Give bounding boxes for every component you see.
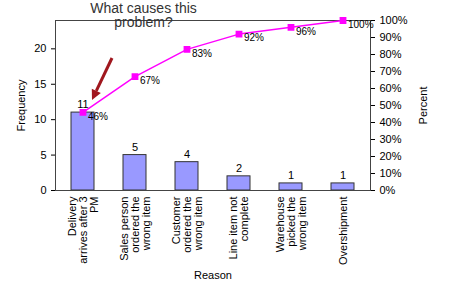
svg-text:1: 1 [340,169,346,181]
svg-text:Frequency: Frequency [15,79,27,131]
svg-text:20%: 20% [380,150,402,162]
svg-text:What causes thisproblem?: What causes thisproblem? [90,0,197,30]
svg-text:80%: 80% [380,48,402,60]
svg-text:Line item notcomplete: Line item notcomplete [227,197,250,260]
svg-text:67%: 67% [140,75,160,86]
svg-text:15: 15 [34,78,46,90]
svg-text:70%: 70% [380,65,402,77]
svg-text:Overshipment: Overshipment [337,197,349,265]
svg-text:50%: 50% [380,99,402,111]
svg-text:2: 2 [236,162,242,174]
svg-text:Reason: Reason [194,269,232,281]
svg-text:100%: 100% [380,14,408,26]
svg-text:10: 10 [34,113,46,125]
svg-text:1: 1 [288,169,294,181]
svg-text:92%: 92% [244,32,264,43]
svg-text:46%: 46% [88,111,108,122]
svg-text:90%: 90% [380,31,402,43]
svg-text:83%: 83% [192,48,212,59]
svg-text:60%: 60% [380,82,402,94]
svg-text:Customerordered thewrong item: Customerordered thewrong item [170,196,204,253]
svg-text:40%: 40% [380,116,402,128]
svg-text:96%: 96% [296,26,316,37]
svg-text:5: 5 [132,141,138,153]
svg-text:Warehousepicked thewrong item: Warehousepicked thewrong item [274,197,308,253]
svg-text:Deliveryarrives after 3PM: Deliveryarrives after 3PM [66,196,100,264]
svg-text:30%: 30% [380,133,402,145]
svg-text:5: 5 [40,149,46,161]
svg-text:Percent: Percent [417,87,429,125]
svg-text:0%: 0% [380,184,396,196]
svg-text:Sales personordered thewrong i: Sales personordered thewrong item [118,197,152,261]
svg-text:20: 20 [34,42,46,54]
svg-text:100%: 100% [348,19,374,30]
svg-text:0: 0 [40,184,46,196]
svg-text:11: 11 [77,98,88,110]
svg-text:10%: 10% [380,167,402,179]
svg-text:4: 4 [184,148,190,160]
